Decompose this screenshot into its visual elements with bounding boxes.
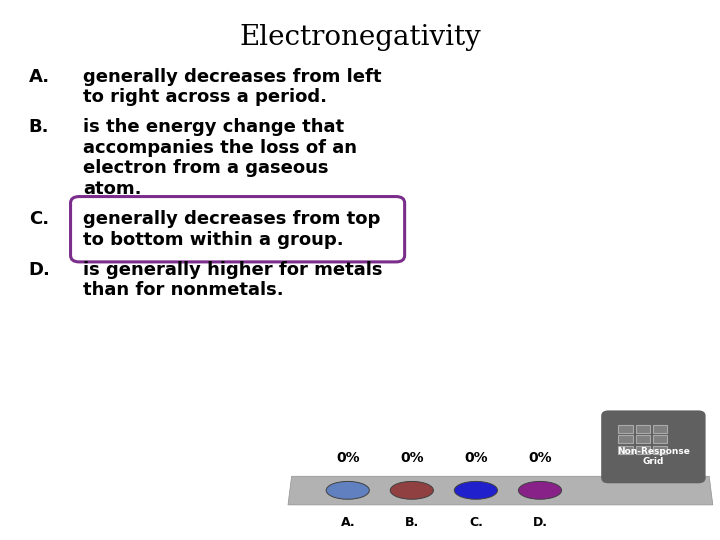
FancyBboxPatch shape <box>636 425 650 433</box>
Ellipse shape <box>454 482 498 499</box>
Text: than for nonmetals.: than for nonmetals. <box>83 281 284 299</box>
FancyBboxPatch shape <box>636 446 650 454</box>
Text: 0%: 0% <box>528 451 552 465</box>
Ellipse shape <box>390 482 433 499</box>
Text: C.: C. <box>469 516 483 529</box>
Text: Non-Response
Grid: Non-Response Grid <box>617 447 690 466</box>
Ellipse shape <box>518 482 562 499</box>
Text: D.: D. <box>29 261 50 279</box>
Text: atom.: atom. <box>83 180 141 198</box>
FancyBboxPatch shape <box>618 425 633 433</box>
Text: B.: B. <box>405 516 419 529</box>
Text: A.: A. <box>341 516 355 529</box>
FancyBboxPatch shape <box>601 410 706 483</box>
FancyBboxPatch shape <box>618 435 633 443</box>
Text: D.: D. <box>533 516 547 529</box>
Text: to right across a period.: to right across a period. <box>83 88 327 106</box>
Text: 0%: 0% <box>400 451 423 465</box>
Text: is generally higher for metals: is generally higher for metals <box>83 261 382 279</box>
Text: 0%: 0% <box>336 451 359 465</box>
Text: C.: C. <box>29 210 49 228</box>
Polygon shape <box>288 476 713 505</box>
FancyBboxPatch shape <box>618 446 633 454</box>
Text: is the energy change that: is the energy change that <box>83 118 344 136</box>
Text: accompanies the loss of an: accompanies the loss of an <box>83 139 357 157</box>
Text: generally decreases from top: generally decreases from top <box>83 210 380 228</box>
Text: to bottom within a group.: to bottom within a group. <box>83 231 343 248</box>
Text: B.: B. <box>29 118 49 136</box>
Text: generally decreases from left: generally decreases from left <box>83 68 382 85</box>
Text: 0%: 0% <box>464 451 487 465</box>
FancyBboxPatch shape <box>653 425 667 433</box>
FancyBboxPatch shape <box>71 197 405 262</box>
FancyBboxPatch shape <box>636 435 650 443</box>
Ellipse shape <box>326 482 369 499</box>
Text: electron from a gaseous: electron from a gaseous <box>83 159 328 177</box>
FancyBboxPatch shape <box>653 446 667 454</box>
Text: Electronegativity: Electronegativity <box>239 24 481 51</box>
FancyBboxPatch shape <box>653 435 667 443</box>
Text: A.: A. <box>29 68 50 85</box>
